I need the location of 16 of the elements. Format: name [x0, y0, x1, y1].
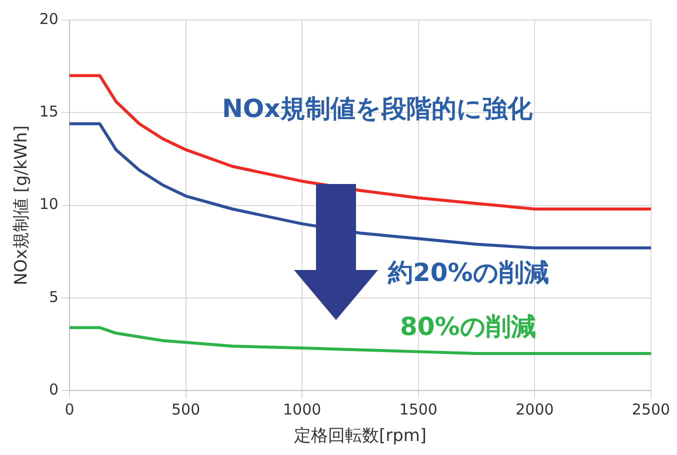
y-tick-label: 20 — [39, 10, 58, 28]
annotation: 80%の削減 — [400, 311, 536, 343]
annotation: 約20%の削減 — [388, 257, 549, 289]
x-tick-label: 2000 — [516, 400, 554, 418]
y-tick-label: 0 — [48, 380, 58, 398]
y-axis-title: NOx規制値 [g/kWh] — [12, 125, 32, 286]
x-axis-title: 定格回転数[rpm] — [294, 426, 427, 446]
x-tick-label: 2500 — [632, 400, 670, 418]
x-tick-label: 0 — [64, 400, 74, 418]
x-tick-label: 1500 — [399, 400, 438, 418]
annotation: NOx規制値を段階的に強化 — [222, 93, 532, 125]
y-tick-label: 5 — [48, 288, 58, 306]
y-tick-label: 15 — [39, 102, 58, 121]
x-tick-label: 1000 — [283, 400, 322, 418]
y-tick-label: 10 — [39, 195, 58, 214]
x-tick-label: 500 — [171, 400, 200, 418]
